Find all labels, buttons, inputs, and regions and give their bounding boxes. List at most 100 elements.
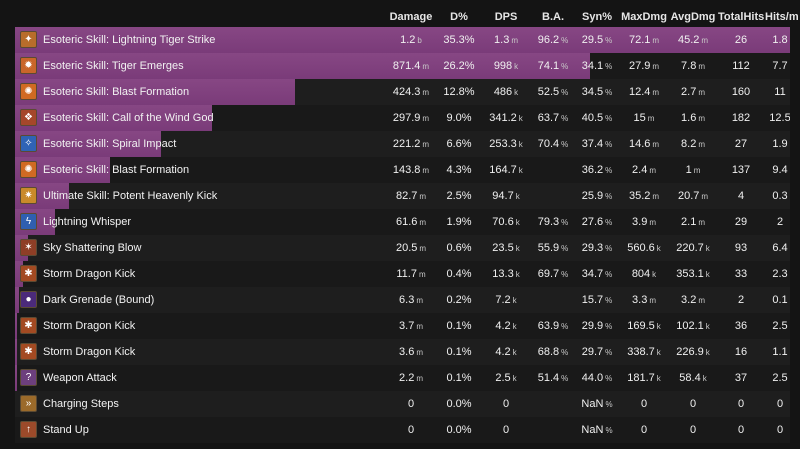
table-row[interactable]: ❖ Esoteric Skill: Call of the Wind God 297… bbox=[15, 105, 790, 131]
skill-name: Charging Steps bbox=[43, 398, 119, 410]
cell-value: 12.4 bbox=[628, 86, 651, 98]
damage-share-bar bbox=[15, 339, 17, 365]
header-avgdmg[interactable]: AvgDmg bbox=[670, 11, 716, 23]
cell-unit: % bbox=[605, 218, 613, 227]
table-row[interactable]: ✱ Storm Dragon Kick 3.7 m 0.1% 4.2 k 63.9% 29.9%… bbox=[15, 313, 790, 339]
cell-unit: m bbox=[419, 244, 427, 253]
cell-unit: % bbox=[605, 374, 613, 383]
table-row[interactable]: ✺ Esoteric Skill: Blast Formation 143.8 m 4.… bbox=[15, 157, 790, 183]
header-damage[interactable]: Damage bbox=[389, 11, 433, 23]
cell-value: 37.4 bbox=[581, 138, 604, 150]
cell-avgdmg: 220.7 k bbox=[669, 235, 717, 261]
cell-syn: 29.7% bbox=[575, 339, 619, 365]
cell-unit: k bbox=[656, 244, 661, 253]
cell-maxdmg: 72.1 m bbox=[620, 27, 668, 53]
cell-unit: m bbox=[511, 36, 518, 45]
cell-totalhits: 4 bbox=[718, 183, 764, 209]
cell-unit: m bbox=[422, 62, 430, 71]
cell-avgdmg: 226.9 k bbox=[669, 339, 717, 365]
cell-dpct: 0.1% bbox=[438, 313, 480, 339]
cell-damage: 6.3 m bbox=[385, 287, 437, 313]
cell-totalhits: 27 bbox=[718, 131, 764, 157]
cell-value: 15.7 bbox=[581, 294, 604, 306]
cell-dpct: 4.3% bbox=[438, 157, 480, 183]
cell-maxdmg: 14.6 m bbox=[620, 131, 668, 157]
table-header: Damage D% DPS B.A. Syn% MaxDmg AvgDmg TotalHits… bbox=[15, 9, 799, 27]
table-row[interactable]: ✧ Esoteric Skill: Spiral Impact 221.2 m 6.6%… bbox=[15, 131, 790, 157]
header-maxdmg[interactable]: MaxDmg bbox=[621, 11, 667, 23]
table-row[interactable]: » Charging Steps 0 0.0% 0 NaN% 0 0 0 0 bbox=[15, 391, 790, 417]
cell-value: 2.3 bbox=[772, 268, 788, 280]
table-row[interactable]: ● Dark Grenade (Bound) 6.3 m 0.2% 7.2 k 15.7% 3.… bbox=[15, 287, 790, 313]
cell-unit: % bbox=[561, 140, 569, 149]
header-ba[interactable]: B.A. bbox=[542, 11, 564, 23]
cell-value: 1.9% bbox=[446, 216, 472, 228]
cell-value: 69.7 bbox=[537, 268, 560, 280]
cell-value: 182 bbox=[731, 112, 751, 124]
cell-value: 1.9 bbox=[772, 138, 788, 150]
cell-hitsm: 12.5 bbox=[765, 105, 790, 131]
cell-value: 51.4 bbox=[537, 372, 560, 384]
cell-unit: k bbox=[512, 348, 517, 357]
cell-dpct: 2.5% bbox=[438, 183, 480, 209]
cell-value: 58.4 bbox=[679, 372, 701, 384]
cell-unit: % bbox=[605, 140, 613, 149]
cell-value: 0 bbox=[737, 398, 745, 410]
table-row[interactable]: ✦ Esoteric Skill: Lightning Tiger Strike 1… bbox=[15, 27, 790, 53]
cell-value: 0.4% bbox=[446, 268, 472, 280]
table-row[interactable]: ϟ Lightning Whisper 61.6 m 1.9% 70.6 k 79.3% 27.… bbox=[15, 209, 790, 235]
cell-totalhits: 137 bbox=[718, 157, 764, 183]
cell-dps: 1.3 m bbox=[481, 27, 531, 53]
header-totalhits[interactable]: TotalHits bbox=[718, 11, 765, 23]
cell-hitsm: 0 bbox=[765, 417, 790, 443]
cell-syn: NaN% bbox=[575, 417, 619, 443]
cell-damage: 0 bbox=[385, 391, 437, 417]
cell-dpct: 12.8% bbox=[438, 79, 480, 105]
cell-dps: 23.5 k bbox=[481, 235, 531, 261]
table-row[interactable]: ✹ Esoteric Skill: Tiger Emerges 871.4 m 26.2… bbox=[15, 53, 790, 79]
cell-unit: m bbox=[698, 88, 705, 97]
damage-share-bar bbox=[15, 365, 17, 391]
header-dps[interactable]: DPS bbox=[494, 11, 518, 23]
header-dpct[interactable]: D% bbox=[450, 11, 468, 23]
cell-value: 2.2 bbox=[399, 372, 415, 384]
table-row[interactable]: ✱ Storm Dragon Kick 11.7 m 0.4% 13.3 k 69.7% 34.… bbox=[15, 261, 790, 287]
cell-value: 3.7 bbox=[399, 320, 415, 332]
cell-unit: m bbox=[422, 166, 430, 175]
cell-value: 1.2 bbox=[400, 34, 416, 46]
header-hitsm[interactable]: Hits/m bbox=[765, 11, 799, 23]
cell-value: 7.7 bbox=[772, 60, 788, 72]
cell-unit: b bbox=[417, 36, 422, 45]
damage-share-bar bbox=[15, 53, 590, 79]
blast-formation-icon: ✺ bbox=[20, 83, 37, 100]
cell-syn: 25.9% bbox=[575, 183, 619, 209]
cell-value: 160 bbox=[731, 86, 751, 98]
cell-value: 34.1 bbox=[581, 60, 604, 72]
table-row[interactable]: ✱ Storm Dragon Kick 3.6 m 0.1% 4.2 k 68.8% 29.7%… bbox=[15, 339, 790, 365]
cell-unit: m bbox=[422, 114, 430, 123]
lightning-tiger-strike-icon: ✦ bbox=[20, 31, 37, 48]
cell-totalhits: 37 bbox=[718, 365, 764, 391]
header-syn[interactable]: Syn% bbox=[582, 11, 612, 23]
cell-value: 2.5% bbox=[446, 190, 472, 202]
cell-dpct: 1.9% bbox=[438, 209, 480, 235]
table-row[interactable]: ✶ Sky Shattering Blow 20.5 m 0.6% 23.5 k 55.9% 2… bbox=[15, 235, 790, 261]
cell-value: 226.9 bbox=[676, 346, 704, 358]
cell-unit: % bbox=[561, 114, 569, 123]
cell-unit: % bbox=[605, 244, 613, 253]
skill-name: Stand Up bbox=[43, 424, 89, 436]
cell-value: 70.6 bbox=[492, 216, 514, 228]
cell-value: 169.5 bbox=[627, 320, 655, 332]
cell-value: 9.0% bbox=[446, 112, 472, 124]
table-row[interactable]: ✺ Esoteric Skill: Blast Formation 424.3 m 12… bbox=[15, 79, 790, 105]
cell-unit: m bbox=[649, 166, 656, 175]
cell-damage: 297.9 m bbox=[385, 105, 437, 131]
cell-unit: k bbox=[512, 322, 517, 331]
table-row[interactable]: ✷ Ultimate Skill: Potent Heavenly Kick 82.… bbox=[15, 183, 790, 209]
cell-ba: 51.4% bbox=[532, 365, 574, 391]
table-row[interactable]: ? Weapon Attack 2.2 m 0.1% 2.5 k 51.4% 44.0% 181.… bbox=[15, 365, 790, 391]
cell-value: 2.4 bbox=[632, 164, 648, 176]
cell-ba: 69.7% bbox=[532, 261, 574, 287]
table-row[interactable]: ↑ Stand Up 0 0.0% 0 NaN% 0 0 0 0 bbox=[15, 417, 790, 443]
cell-maxdmg: 35.2 m bbox=[620, 183, 668, 209]
